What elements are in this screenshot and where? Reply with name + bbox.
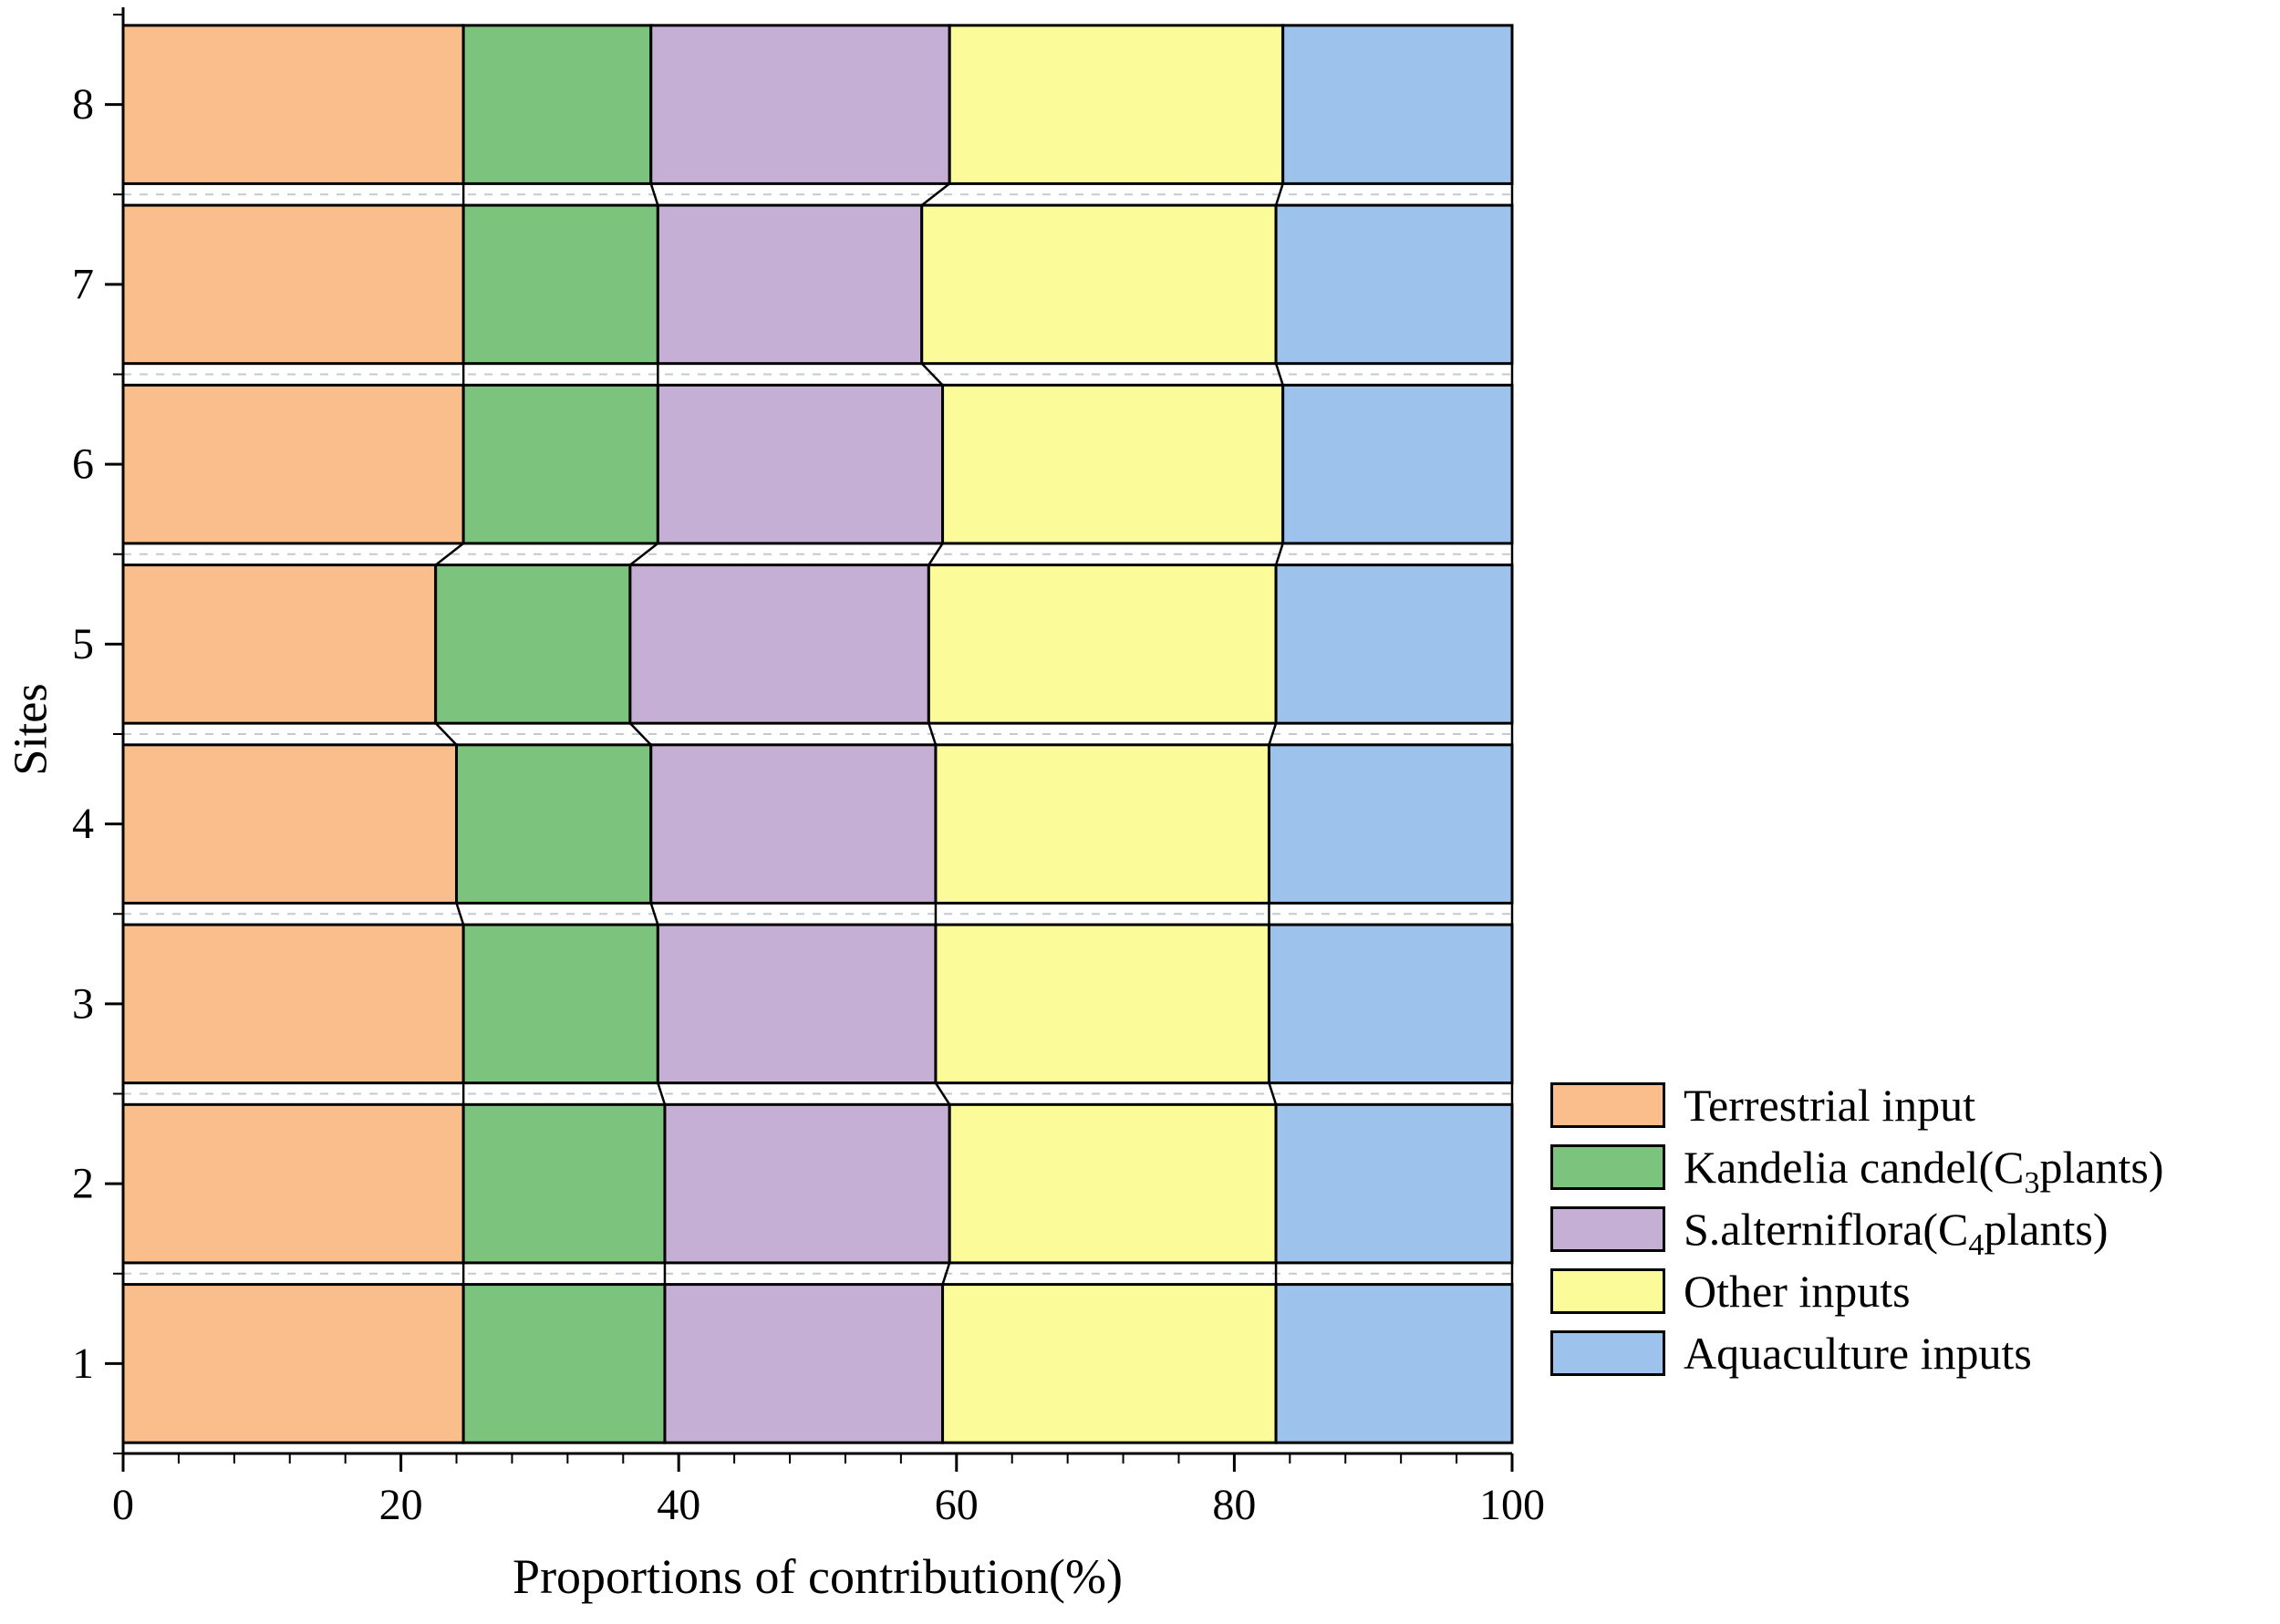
segment-connector-line xyxy=(920,182,950,207)
bar-segment xyxy=(121,1102,465,1265)
bar-segment xyxy=(934,743,1270,905)
bar-segment xyxy=(121,1283,465,1444)
bar-segment xyxy=(1281,24,1514,185)
x-tick-label: 60 xyxy=(935,1481,979,1529)
legend: Terrestrial input Kandelia candel(C3plan… xyxy=(1550,1074,2164,1384)
y-tick-label: 3 xyxy=(72,979,94,1028)
segment-connector-line xyxy=(649,183,659,206)
bar-segment xyxy=(434,564,632,725)
segment-connector-line xyxy=(629,542,659,566)
bar-segment xyxy=(121,564,438,725)
bar-segment xyxy=(656,383,945,545)
legend-swatch-kandelia xyxy=(1550,1144,1665,1190)
y-tick-label: 8 xyxy=(72,80,94,129)
y-tick-label: 7 xyxy=(72,260,94,308)
bar-segment xyxy=(121,923,465,1085)
segment-connector-line xyxy=(657,1082,667,1105)
x-axis-title: Proportions of contribution(%) xyxy=(513,1549,1123,1604)
segment-connector-line xyxy=(1268,1082,1278,1105)
segment-connector-line xyxy=(1274,543,1284,565)
legend-item-terrestrial: Terrestrial input xyxy=(1550,1074,2164,1136)
bar-segment xyxy=(656,203,924,366)
bar-segment xyxy=(121,203,465,366)
y-tick-label: 6 xyxy=(72,440,94,489)
bar-segment xyxy=(461,1102,667,1265)
x-tick-label: 20 xyxy=(379,1481,423,1529)
y-tick-label: 2 xyxy=(72,1160,94,1208)
segment-connector-line xyxy=(928,722,938,746)
legend-label-alterniflora: S.alterniflora(C4plants) xyxy=(1684,1204,2109,1262)
segment-connector-line xyxy=(1268,722,1278,746)
x-tick-label: 100 xyxy=(1479,1481,1545,1529)
bar-segment xyxy=(649,743,938,905)
segment-connector-line xyxy=(928,543,944,566)
segment-connector-line xyxy=(649,903,659,926)
bar-segment xyxy=(920,203,1278,366)
bar-segment xyxy=(1267,923,1514,1085)
bar-segment xyxy=(461,203,659,366)
bar-segment xyxy=(1274,203,1514,366)
legend-label-kandelia: Kandelia candel(C3plants) xyxy=(1684,1142,2164,1200)
bar-segment xyxy=(1267,743,1514,905)
bar-segment xyxy=(941,383,1285,545)
y-tick-label: 4 xyxy=(72,800,94,848)
x-tick-label: 0 xyxy=(112,1481,134,1529)
x-tick-label: 40 xyxy=(657,1481,700,1529)
bar-segment xyxy=(1274,1283,1514,1444)
legend-label-aquaculture: Aquaculture inputs xyxy=(1684,1328,2032,1379)
segment-connector-line xyxy=(628,722,652,746)
bar-segment xyxy=(927,564,1278,725)
bar-segment xyxy=(649,24,951,185)
legend-label-other: Other inputs xyxy=(1684,1266,1911,1317)
legend-swatch-aquaculture xyxy=(1550,1330,1665,1376)
segment-connector-line xyxy=(1274,363,1284,386)
bar-segment xyxy=(948,24,1285,185)
segment-connector-line xyxy=(934,1081,951,1106)
x-tick-label: 80 xyxy=(1212,1481,1256,1529)
legend-swatch-terrestrial xyxy=(1550,1082,1665,1128)
bar-segment xyxy=(948,1102,1278,1265)
bar-segment xyxy=(121,743,459,905)
legend-label-terrestrial: Terrestrial input xyxy=(1684,1080,1975,1131)
bar-segment xyxy=(663,1102,951,1265)
bar-segment xyxy=(121,24,465,185)
segment-connector-line xyxy=(434,542,464,566)
y-tick-label: 1 xyxy=(72,1340,94,1388)
bar-segment xyxy=(455,743,653,905)
bar-segment xyxy=(461,24,653,185)
y-tick-label: 5 xyxy=(72,620,94,668)
legend-item-kandelia: Kandelia candel(C3plants) xyxy=(1550,1136,2164,1200)
legend-item-other: Other inputs xyxy=(1550,1260,2164,1322)
segment-connector-line xyxy=(941,1262,951,1285)
bar-segment xyxy=(1281,383,1514,545)
bar-segment xyxy=(121,383,465,545)
segment-connector-line xyxy=(434,722,458,746)
segment-connector-line xyxy=(1274,183,1284,206)
legend-item-aquaculture: Aquaculture inputs xyxy=(1550,1322,2164,1384)
bar-segment xyxy=(934,923,1270,1085)
segment-connector-line xyxy=(455,903,465,926)
bar-segment xyxy=(628,564,930,725)
bar-segment xyxy=(1274,1102,1514,1265)
y-axis-title: Sites xyxy=(5,683,57,776)
legend-item-alterniflora: S.alterniflora(C4plants) xyxy=(1550,1198,2164,1262)
bar-segment xyxy=(461,923,659,1085)
bar-segment xyxy=(1274,564,1514,725)
bar-segment xyxy=(663,1283,945,1444)
bar-segment xyxy=(461,383,659,545)
legend-swatch-alterniflora xyxy=(1550,1206,1665,1252)
bar-segment xyxy=(656,923,938,1085)
segment-connector-line xyxy=(920,362,944,387)
bar-segment xyxy=(941,1283,1278,1444)
legend-swatch-other xyxy=(1550,1268,1665,1314)
bar-segment xyxy=(461,1283,667,1444)
